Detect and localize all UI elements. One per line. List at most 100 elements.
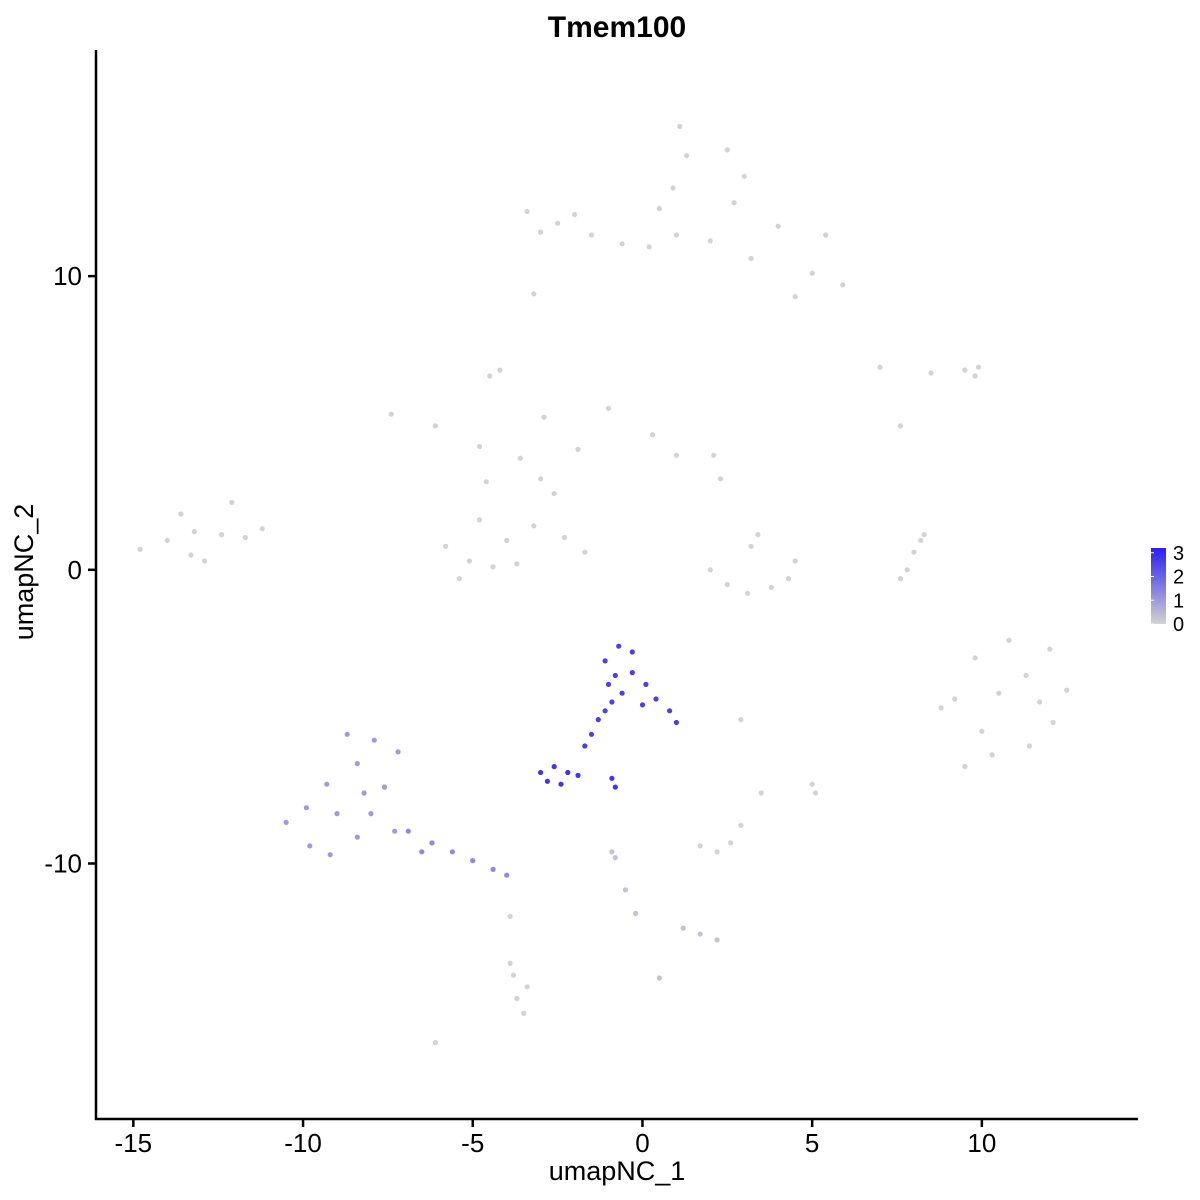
cell-point — [395, 749, 401, 755]
legend-label: 2 — [1173, 567, 1184, 589]
x-tick-label: -10 — [284, 1128, 322, 1158]
cell-point — [897, 576, 904, 582]
cell-point — [1050, 719, 1056, 726]
cell-point — [541, 414, 547, 420]
cell-point — [609, 699, 615, 705]
cell-point — [565, 769, 571, 776]
cell-point — [354, 761, 360, 767]
x-tick-label: -5 — [461, 1128, 484, 1158]
y-axis-ticks: -10 0 10 — [44, 261, 96, 878]
cell-point — [711, 452, 717, 458]
cell-point — [507, 960, 513, 966]
cell-point — [612, 672, 618, 679]
cell-point — [219, 532, 225, 538]
cell-point — [792, 558, 798, 564]
cell-point — [616, 643, 622, 649]
chart-title: Tmem100 — [548, 11, 686, 44]
cell-point — [531, 523, 537, 529]
cell-point — [673, 452, 680, 458]
cell-point — [381, 784, 388, 790]
x-tick-label: 5 — [805, 1128, 819, 1158]
cell-point — [432, 423, 438, 429]
legend-label: 1 — [1173, 590, 1184, 612]
cell-point — [724, 581, 730, 588]
cell-point — [731, 200, 737, 206]
cell-point — [524, 208, 530, 215]
cell-point — [612, 855, 618, 861]
cell-point — [551, 490, 557, 497]
cell-point — [653, 696, 659, 702]
cell-point — [283, 819, 289, 826]
cell-point — [785, 576, 792, 582]
cell-point — [191, 529, 197, 535]
cell-point — [466, 558, 472, 564]
cell-point — [476, 517, 483, 523]
cell-point — [487, 373, 493, 379]
cell-point — [443, 543, 449, 549]
cell-point — [582, 743, 588, 749]
cell-point — [745, 590, 751, 596]
cell-point — [897, 423, 904, 429]
cell-point — [677, 123, 683, 129]
cell-point — [612, 784, 618, 790]
cell-point — [629, 670, 635, 676]
cell-point — [724, 147, 730, 153]
cell-point — [877, 364, 883, 370]
cell-point — [619, 690, 625, 696]
y-tick-label: 0 — [68, 555, 82, 585]
cell-point — [490, 866, 496, 873]
cell-point — [504, 872, 510, 878]
cell-point — [497, 367, 503, 373]
cell-point — [551, 764, 557, 770]
cell-point — [514, 996, 520, 1002]
cell-point — [714, 937, 720, 943]
cell-point — [684, 153, 690, 159]
cell-point — [792, 294, 798, 300]
cell-point — [1006, 637, 1012, 643]
cell-point — [962, 764, 968, 770]
cell-point — [728, 840, 734, 846]
cell-point — [392, 828, 398, 834]
cell-point — [188, 552, 194, 558]
cell-point — [449, 849, 455, 855]
cell-point — [538, 769, 544, 776]
cell-point — [979, 728, 985, 734]
cell-point — [738, 717, 744, 723]
cell-point — [697, 843, 703, 849]
cell-point — [928, 370, 934, 376]
cell-point — [605, 681, 612, 688]
cell-point — [840, 282, 846, 288]
cell-point — [561, 534, 568, 541]
cell-point — [633, 910, 639, 917]
x-axis-ticks: -15 -10 -5 0 5 10 — [115, 1119, 996, 1158]
cell-point — [483, 479, 489, 485]
cell-point — [555, 220, 561, 226]
cell-point — [605, 405, 612, 411]
cell-point — [575, 772, 581, 779]
cell-point — [975, 364, 982, 370]
cell-point — [1023, 672, 1029, 679]
cell-point — [517, 455, 523, 461]
cell-point — [344, 731, 350, 737]
cell-point — [775, 223, 781, 229]
cell-point — [524, 984, 530, 990]
cell-point — [748, 543, 754, 549]
legend-colorbar — [1151, 548, 1166, 624]
cell-point — [629, 649, 635, 655]
cell-point — [680, 925, 686, 931]
cell-point — [202, 558, 208, 564]
cell-point — [714, 849, 720, 855]
cell-point — [904, 567, 910, 573]
cell-point — [622, 887, 629, 893]
cell-point — [178, 511, 184, 517]
cell-point — [643, 681, 649, 688]
cell-point — [1047, 646, 1053, 652]
cell-point — [303, 805, 309, 811]
cell-point — [809, 781, 815, 787]
cell-point — [650, 432, 656, 438]
cell-point — [996, 690, 1002, 696]
cell-point — [918, 537, 924, 544]
cell-point — [572, 211, 578, 218]
cell-point — [334, 811, 340, 817]
